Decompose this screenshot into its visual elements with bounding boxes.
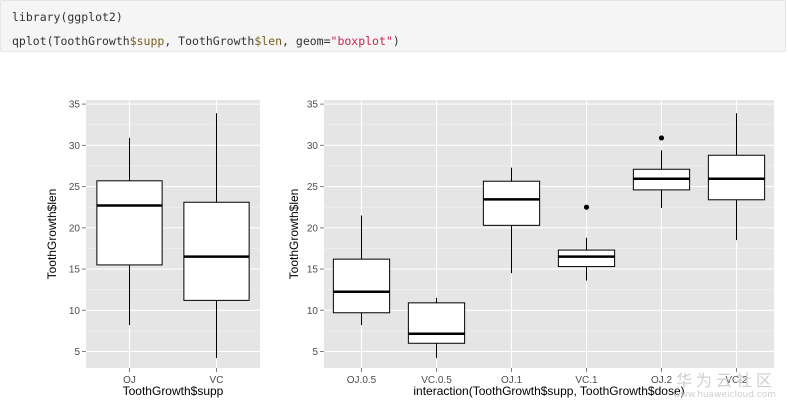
code-line-2: qplot(ToothGrowth$supp, ToothGrowth$len,… [12,28,774,52]
y-axis-title: ToothGrowth$len [287,189,301,280]
chart-supp-boxplot: 5 10 15 20 25 30 35 OJ VC ToothGrowth$supp ToothGr… [0,52,280,404]
chart-interaction-boxplot: 5 10 15 20 25 30 35 OJ.0.5 VC.0.5 OJ.1 VC.1 OJ.2 VC.… [280,52,788,404]
x-tick-label: OJ.0.5 [347,375,377,386]
x-tick-label: VC.1 [575,375,598,386]
code-token: , ToothGrowth [164,34,255,48]
code-block: library(ggplot2) qplot(ToothGrowth$supp,… [0,0,786,52]
code-line-1-text: library(ggplot2) [12,10,123,24]
plot-panel [324,100,774,368]
code-token-string: "boxplot" [330,34,393,48]
outlier-point [583,204,590,210]
outlier-point [658,135,665,141]
box-iqr [407,302,466,344]
code-token: qplot(ToothGrowth [12,34,130,48]
box-iqr [96,180,163,266]
watermark: 华为云社区 www.huaweicloud.com [673,371,776,401]
y-tick-label: 5 [312,347,318,358]
code-line-1: library(ggplot2) [12,4,774,28]
y-tick-label: 10 [307,306,319,317]
code-token: ) [392,34,400,48]
box-iqr [183,201,250,301]
y-tick-label: 15 [69,265,81,276]
x-axis-title: ToothGrowth$supp [123,384,224,398]
code-token: , geom= [282,34,331,48]
y-tick-label: 35 [69,100,81,111]
box-iqr [332,258,391,314]
y-tick-label: 30 [307,141,319,152]
y-tick-label: 25 [69,182,81,193]
code-token-var: $len [254,34,283,48]
y-tick-label: 35 [307,100,319,111]
y-tick-label: 15 [307,265,319,276]
x-tick-label: OJ.1 [501,375,523,386]
code-token-var: $supp [129,34,165,48]
y-tick-label: 20 [69,223,81,234]
y-axis-title: ToothGrowth$len [45,189,59,280]
x-tick-label: VC.0.5 [421,375,452,386]
box-iqr [482,180,541,226]
y-tick-label: 10 [69,306,81,317]
x-axis-title: interaction(ToothGrowth$supp, ToothGrowt… [413,384,684,398]
y-tick-label: 5 [74,347,80,358]
watermark-sub: www.huaweicloud.com [673,390,776,400]
box-iqr [557,249,616,268]
y-tick-label: 30 [69,141,81,152]
y-tick-label: 20 [307,223,319,234]
watermark-main: 华为云社区 [675,371,776,390]
y-tick-label: 25 [307,182,319,193]
x-tick-label: VC.2 [725,375,748,386]
x-tick-label: OJ.2 [651,375,673,386]
x-tick-label: VC [210,375,224,386]
x-tick-label: OJ [123,375,136,386]
chart-interaction-svg: 5 10 15 20 25 30 35 OJ.0.5 VC.0.5 OJ.1 VC.1 OJ.2 VC.… [287,100,774,398]
